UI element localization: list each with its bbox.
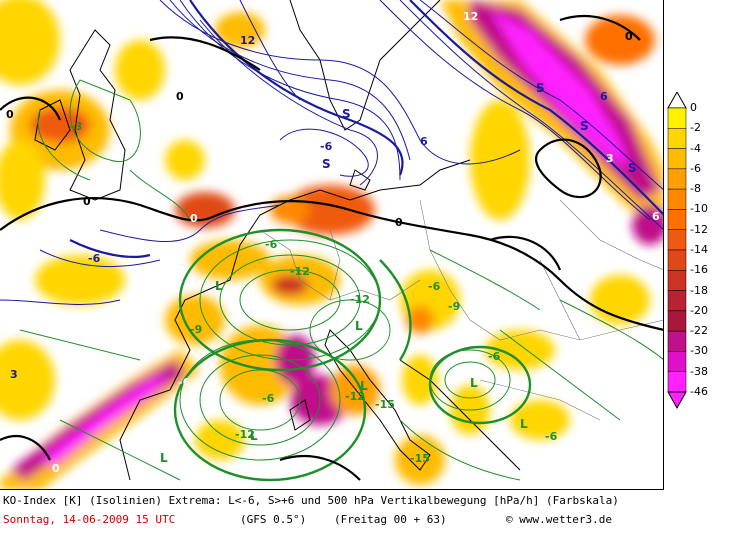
scale-swatch [667,351,687,372]
scale-arrow-bottom [667,391,687,410]
map-labels: 12 12 S S S S S L L L L L L L 0 0 0 0 0 … [6,10,660,475]
isoline-label: -6 [178,376,191,389]
ko-index-map: 12 12 S S S S S L L L L L L L 0 0 0 0 0 … [0,0,663,489]
isoline-label: -6 [265,238,278,251]
scale-label: -10 [690,202,708,216]
isoline-label: 12 [463,10,478,23]
isoline-label: -6 [545,430,558,443]
isoline-label: -6 [320,140,333,153]
model-run: (Freitag 00 + 63) [334,513,447,526]
isoline-label: -3 [70,120,82,133]
zero-label: 0 [395,216,403,229]
high-marker: S [536,81,545,95]
isoline-label: -12 [290,265,310,278]
scale-swatch [667,310,687,332]
scale-label: -46 [690,385,708,398]
scale-label: -6 [690,161,701,175]
map-panel: 12 12 S S S S S L L L L L L L 0 0 0 0 0 … [0,0,664,490]
scale-label: -16 [690,263,708,277]
scale-swatch [667,148,687,170]
isoline-label: 3 [10,368,18,381]
zero-label: 0 [83,195,91,208]
zero-label: 0 [6,108,14,121]
isoline-label: -6 [488,350,501,363]
scale-label: -20 [690,303,708,317]
color-scale-bar [667,92,687,410]
isoline-label: -12 [345,390,365,403]
isoline-label: -6 [88,252,101,265]
copyright-text: © www.wetter3.de [506,513,612,526]
scale-swatch [667,330,687,352]
low-marker: L [215,279,223,293]
isoline-label: 12 [240,34,255,47]
scale-swatch [667,270,687,291]
isoline-label: 6 [420,135,428,148]
vertical-motion-shading [0,0,663,489]
scale-swatch [667,107,687,129]
scale-label: -30 [690,344,708,358]
scale-label: -8 [690,182,701,196]
coastlines [34,0,663,481]
scale-label: -2 [690,121,701,135]
zero-label: 0 [176,90,184,103]
scale-label: -22 [690,324,708,338]
low-marker: L [160,451,168,465]
isoline-label: -6 [428,280,441,293]
valid-time-line: Sonntag, 14-06-2009 15 UTC [3,513,175,526]
zero-label: 0 [52,462,60,475]
isoline-label: -9 [448,300,460,313]
high-marker: S [580,119,589,133]
negative-ko-isolines [19,79,663,481]
low-marker: L [520,417,528,431]
low-marker: L [250,429,258,443]
scale-swatch [667,209,687,230]
low-marker: L [470,376,478,390]
scale-label: -12 [690,222,708,236]
positive-ko-isolines-bold [69,0,663,258]
scale-label: -14 [690,243,708,256]
low-marker: L [355,319,363,333]
map-footer: KO-Index [K] (Isolinien) Extrema: L<-6, … [0,490,733,534]
zero-label: 0 [625,30,633,43]
scale-swatch [667,128,687,149]
isoline-label: 6 [600,90,608,103]
isoline-label: -15 [410,452,430,465]
scale-label: 0 [690,101,697,114]
scale-label: -38 [690,364,708,378]
color-scale-legend: 0 -2 -4 -6 -8 -10 -12 -14 -16 -18 -20 -22 -30 -38 -46 [666,92,733,412]
scale-swatch [667,371,687,393]
low-marker: L [360,379,368,393]
zero-label: 0 [190,212,198,225]
scale-label: -4 [690,141,701,155]
isoline-label: 6 [652,210,660,223]
isoline-label: 3 [606,152,614,165]
zero-isoline [0,15,663,481]
high-marker: S [322,157,331,171]
isoline-label: -12 [350,293,370,306]
high-marker: S [628,161,637,175]
scale-swatch [667,290,687,312]
isoline-label: -6 [262,392,275,405]
map-description: KO-Index [K] (Isolinien) Extrema: L<-6, … [3,494,619,507]
negative-ko-isolines-bold [173,228,532,482]
isoline-label: -9 [190,323,202,336]
positive-ko-isolines [0,0,663,305]
isoline-label: -15 [375,398,395,411]
scale-swatch [667,249,687,271]
scale-arrow-top [667,92,687,109]
scale-swatch [667,229,687,251]
high-marker: S [342,107,351,121]
isoline-label: -12 [235,428,255,441]
scale-label: -18 [690,283,708,297]
scale-swatch [667,168,687,190]
model-name: (GFS 0.5°) [240,513,307,526]
scale-swatch [667,188,687,210]
valid-date: Sonntag, 14-06-2009 15 UTC [3,513,176,526]
